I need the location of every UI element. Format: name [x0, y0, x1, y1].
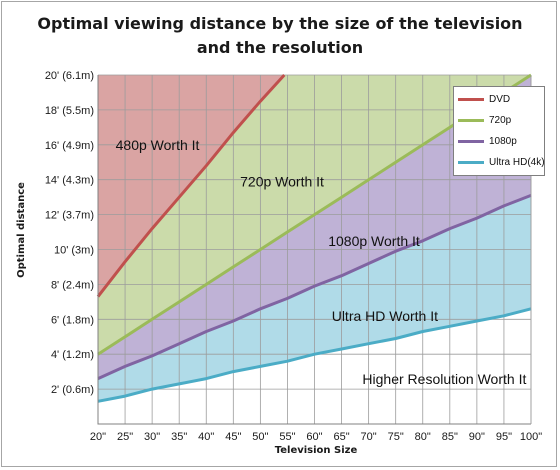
x-tick-label: 100" [520, 431, 542, 443]
region-label: 720p Worth It [240, 174, 324, 190]
x-tick-label: 85" [442, 431, 458, 443]
x-tick-label: 70" [361, 431, 377, 443]
region-label: Ultra HD Worth It [332, 308, 438, 324]
region-label: Higher Resolution Worth It [362, 371, 526, 387]
x-tick-label: 65" [333, 431, 349, 443]
series-line-dvd [96, 73, 286, 298]
y-tick-label: 16' (4.9m) [45, 140, 94, 152]
series-line-ultra-hd-4k- [97, 307, 532, 403]
y-tick-label: 20' (6.1m) [45, 70, 94, 82]
chart-title: Optimal viewing distance by the size of … [0, 12, 560, 60]
x-tick-label: 40" [198, 431, 214, 443]
x-tick-label: 95" [496, 431, 512, 443]
legend-label-dvd: DVD [489, 93, 511, 105]
axis-lines [97, 75, 531, 425]
y-tick-label: 10' (3m) [54, 245, 94, 257]
y-tick-label: 18' (5.5m) [45, 105, 94, 117]
x-tick-label: 50" [252, 431, 268, 443]
y-tick-label: 6' (1.8m) [51, 314, 94, 326]
y-tick-label: 2' (0.6m) [51, 384, 94, 396]
x-axis-title: Television Size [275, 445, 358, 456]
series-line-1080p [97, 194, 532, 380]
y-tick-label: 12' (3.7m) [45, 210, 94, 222]
legend-item-720p: 720p [458, 112, 544, 128]
legend-label-ultra-hd: Ultra HD(4k) [489, 156, 545, 168]
legend-swatch-dvd [458, 97, 484, 101]
x-tick-label: 20" [90, 431, 106, 443]
legend-item-ultra-hd: Ultra HD(4k) [458, 154, 545, 170]
legend-label-720p: 720p [489, 114, 512, 126]
legend: DVD 720p 1080p Ultra HD(4k) [453, 86, 545, 176]
chart-title-line-1: Optimal viewing distance by the size of … [37, 14, 523, 33]
x-tick-label: 60" [306, 431, 322, 443]
y-tick-label: 4' (1.2m) [51, 349, 94, 361]
legend-swatch-ultra-hd [458, 160, 484, 164]
legend-swatch-720p [458, 118, 484, 122]
legend-item-dvd: DVD [458, 91, 544, 107]
x-tick-label: 35" [171, 431, 187, 443]
x-tick-label: 90" [469, 431, 485, 443]
legend-swatch-1080p [458, 139, 484, 143]
x-tick-label: 30" [144, 431, 160, 443]
legend-item-1080p: 1080p [458, 133, 544, 149]
x-tick-label: 45" [225, 431, 241, 443]
legend-label-1080p: 1080p [489, 135, 517, 147]
y-tick-label: 14' (4.3m) [45, 175, 94, 187]
x-tick-label: 75" [388, 431, 404, 443]
y-axis-title: Optimal distance [16, 182, 27, 278]
x-tick-label: 80" [415, 431, 431, 443]
x-tick-label: 25" [117, 431, 133, 443]
region-label: 480p Worth It [116, 137, 200, 153]
x-tick-label: 55" [279, 431, 295, 443]
region-label: 1080p Worth It [328, 233, 420, 249]
chart-title-line-2: and the resolution [196, 38, 364, 57]
y-tick-label: 8' (2.4m) [51, 279, 94, 291]
